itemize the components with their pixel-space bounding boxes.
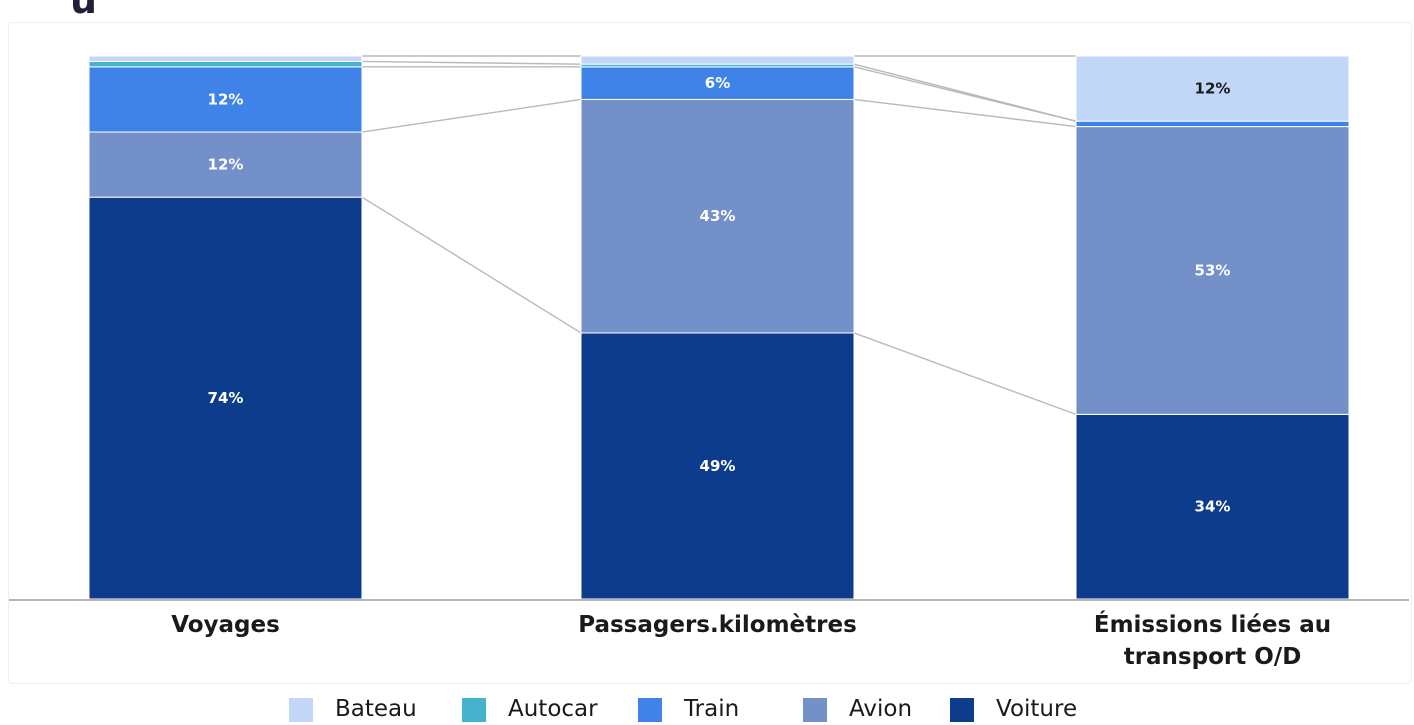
bars	[88, 55, 1350, 600]
connector-line-voiture-1	[361, 196, 582, 334]
bar-avion-3	[1075, 126, 1350, 415]
legend-swatch	[950, 698, 974, 722]
connector-line-autocar-1	[361, 60, 582, 65]
legend: Bateau Autocar Train Avion Voiture	[0, 694, 1414, 724]
bar-bateau-2	[580, 55, 855, 65]
legend-label: Train	[684, 696, 740, 722]
legend-label: Voiture	[996, 696, 1078, 722]
data-label-train-1: 12%	[208, 90, 244, 108]
legend-swatch	[289, 698, 313, 722]
data-label-avion-2: 43%	[700, 207, 736, 225]
bar-avion-2	[580, 98, 855, 334]
legend-swatch	[462, 698, 486, 722]
data-label-bateau-3: 12%	[1195, 80, 1231, 98]
data-label-train-2: 6%	[705, 74, 730, 92]
category-label-3: Émissions liées au transport O/D	[1094, 610, 1331, 670]
data-label-avion-3: 53%	[1195, 261, 1231, 279]
data-label-avion-1: 12%	[208, 156, 244, 174]
legend-swatch	[638, 698, 662, 722]
data-label-voiture-1: 74%	[208, 389, 244, 407]
data-label-voiture-2: 49%	[700, 457, 736, 475]
chart-title-cropped: u	[70, 0, 98, 22]
category-labels: Voyages Passagers.kilomètres Émissions lié…	[171, 610, 1331, 670]
category-label-line: Voyages	[171, 612, 280, 638]
bar-avion-1	[88, 131, 363, 198]
category-label-line: transport O/D	[1124, 644, 1302, 670]
category-label-2: Passagers.kilomètres	[578, 612, 857, 638]
stacked-bar-chart: 74% 49% 34% 12% 43% 53% 12% 6% 12% Voyages Passage…	[9, 55, 1409, 670]
legend-label: Avion	[849, 696, 913, 722]
bar-voiture-2	[580, 332, 855, 600]
bar-train-1	[88, 66, 363, 133]
bar-autocar-1	[88, 60, 363, 68]
data-label-voiture-3: 34%	[1195, 498, 1231, 516]
bar-train-2	[580, 66, 855, 100]
connector-line-avion-1	[361, 98, 582, 133]
chart-panel: 74% 49% 34% 12% 43% 53% 12% 6% 12% Voyages Passage…	[8, 22, 1412, 684]
connector-line-voiture-2	[853, 332, 1077, 416]
category-label-line: Passagers.kilomètres	[578, 612, 857, 638]
connector-lines	[361, 55, 1077, 416]
bar-voiture-1	[88, 196, 363, 600]
legend-swatch	[803, 698, 827, 722]
bar-labels: 74% 49% 34% 12% 43% 53% 12% 6% 12%	[208, 74, 1231, 516]
category-label-line: Émissions liées au	[1094, 610, 1331, 638]
bar-train-3	[1075, 120, 1350, 128]
connector-line-autocar-2	[853, 63, 1077, 122]
legend-label: Autocar	[508, 696, 598, 722]
category-label-1: Voyages	[171, 612, 280, 638]
legend-label: Bateau	[335, 696, 417, 722]
connector-line-avion-2	[853, 98, 1077, 128]
bar-bateau-1	[88, 55, 363, 62]
bar-bateau-3	[1075, 55, 1350, 122]
